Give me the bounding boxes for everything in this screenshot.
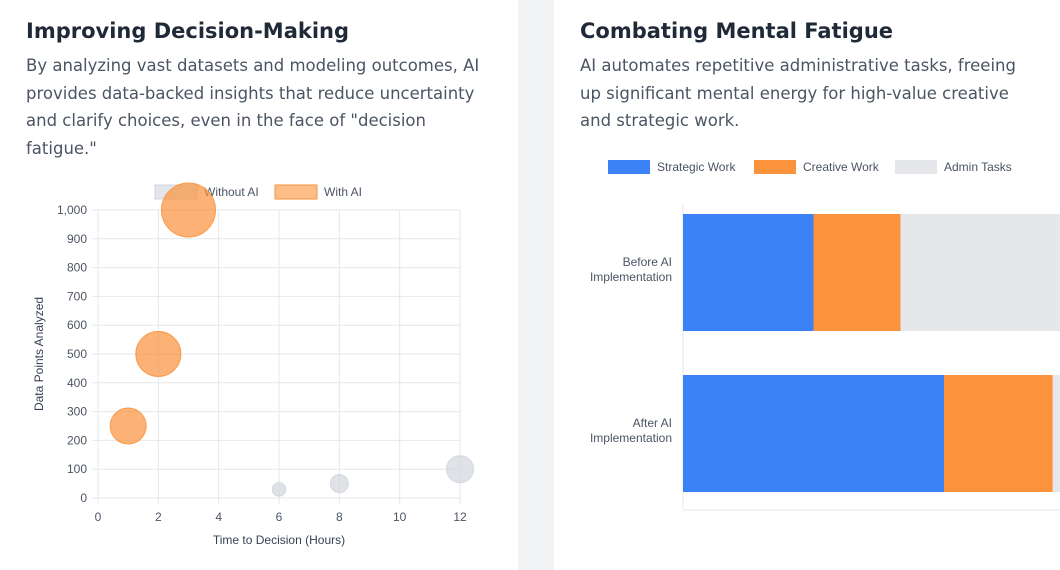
bar-segment [683,375,944,492]
category-label: After AI [633,416,672,430]
x-tick-label: 0 [95,510,102,524]
legend-label: Strategic Work [657,160,736,174]
bar-segment [813,214,901,331]
bubble-point [135,331,182,377]
bubble-point [109,407,147,445]
bubble-point [271,482,287,497]
y-tick-label: 500 [67,347,87,361]
y-tick-label: 300 [67,405,87,419]
y-tick-label: 200 [67,433,87,447]
y-tick-label: 1,000 [57,203,87,217]
mental-fatigue-description: AI automates repetitive administrative t… [580,56,1016,130]
bubble-chart: 0 2 4 6 8 10 12 0 100 200 300 400 500 600 700 800 900 1,0… [32,182,474,547]
legend-label: Without AI [204,185,259,199]
bar-segment [900,214,1060,331]
bubble-point [161,182,216,238]
bar-segment [683,214,814,331]
category-label: Implementation [590,270,672,284]
x-tick-label: 2 [155,510,162,524]
legend-swatch [608,160,650,174]
bubble-point [446,455,474,484]
legend-swatch [895,160,937,174]
x-tick-label: 8 [336,510,343,524]
legend-item: Creative Work [754,160,880,174]
x-axis-title: Time to Decision (Hours) [213,533,345,547]
y-tick-label: 0 [80,491,87,505]
y-tick-label: 600 [67,318,87,332]
decision-making-title: Improving Decision-Making [26,19,350,43]
y-tick-label: 400 [67,376,87,390]
legend-label: Creative Work [803,160,880,174]
category-label: Before AI [623,255,672,269]
y-tick-label: 100 [67,462,87,476]
bubble-point [329,474,349,494]
y-tick-label: 800 [67,261,87,275]
decision-making-description: By analyzing vast datasets and modeling … [26,56,480,158]
legend-swatch [274,184,318,200]
legend-label: Admin Tasks [944,160,1012,174]
x-tick-label: 4 [215,510,222,524]
y-axis-title: Data Points Analyzed [32,297,46,411]
x-tick-label: 12 [453,510,467,524]
legend-item: Strategic Work [608,160,736,174]
y-tick-label: 900 [67,232,87,246]
x-tick-label: 6 [276,510,283,524]
legend-swatch [754,160,796,174]
bar-segment [1052,375,1060,492]
legend-item: Admin Tasks [895,160,1012,174]
x-tick-label: 10 [393,510,407,524]
bar-segment [944,375,1053,492]
mental-fatigue-title: Combating Mental Fatigue [580,19,894,43]
y-tick-label: 700 [67,289,87,303]
category-label: Implementation [590,431,672,445]
decision-making-card: Improving Decision-Making By analyzing v… [0,0,518,570]
mental-fatigue-card: Combating Mental Fatigue AI automates re… [554,0,1060,570]
legend-item: With AI [274,184,362,200]
stacked-bar-chart: Strategic Work Creative Work Admin Tasks Be… [590,160,1060,511]
legend-label: With AI [324,185,362,199]
